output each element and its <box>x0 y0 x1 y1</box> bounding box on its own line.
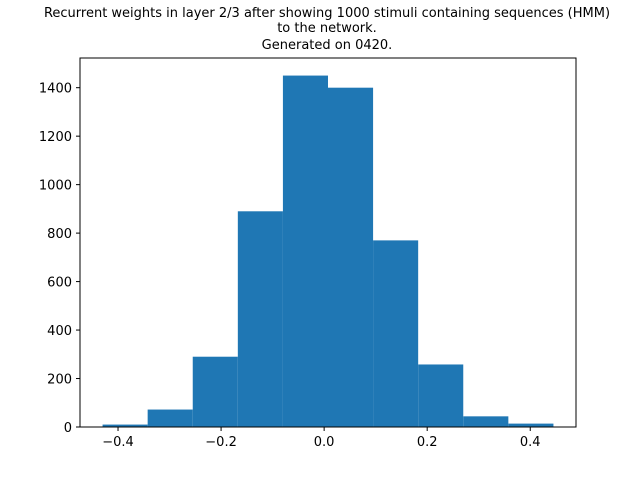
y-tick-label: 1000 <box>39 179 72 194</box>
histogram-bar <box>237 211 283 427</box>
histogram-bar <box>418 364 464 427</box>
x-tick-label: −0.4 <box>102 435 134 450</box>
y-tick-label: 400 <box>47 324 72 339</box>
histogram-bar <box>463 416 509 427</box>
histogram-bar <box>192 356 238 427</box>
histogram-bar <box>147 409 193 427</box>
title-line-1: Recurrent weights in layer 2/3 after sho… <box>44 6 610 21</box>
x-axis: −0.4 −0.2 0.0 0.2 0.4 <box>102 427 541 450</box>
x-tick-label: 0.2 <box>417 435 438 450</box>
histogram-bar <box>102 424 148 427</box>
y-tick-label: 1400 <box>39 82 72 97</box>
title-line-2: to the network. <box>277 21 377 36</box>
histogram-bar <box>508 423 554 427</box>
histogram-bar <box>373 240 419 427</box>
x-tick-label: −0.2 <box>205 435 237 450</box>
x-tick-label: 0.0 <box>314 435 335 450</box>
y-tick-label: 600 <box>47 276 72 291</box>
y-tick-label: 1200 <box>39 130 72 145</box>
plot-frame <box>79 57 577 428</box>
title-line-3: Generated on 0420. <box>262 38 393 53</box>
y-tick-label: 0 <box>64 421 72 436</box>
x-tick-label: 0.4 <box>520 435 541 450</box>
chart-title: Recurrent weights in layer 2/3 after sho… <box>44 6 610 53</box>
histogram-bar <box>282 75 328 428</box>
y-axis: 0 200 400 600 800 1000 1200 1400 <box>39 82 80 436</box>
y-tick-label: 800 <box>47 227 72 242</box>
histogram-bar <box>328 87 374 428</box>
y-tick-label: 200 <box>47 373 72 388</box>
histogram-bars <box>102 75 554 428</box>
